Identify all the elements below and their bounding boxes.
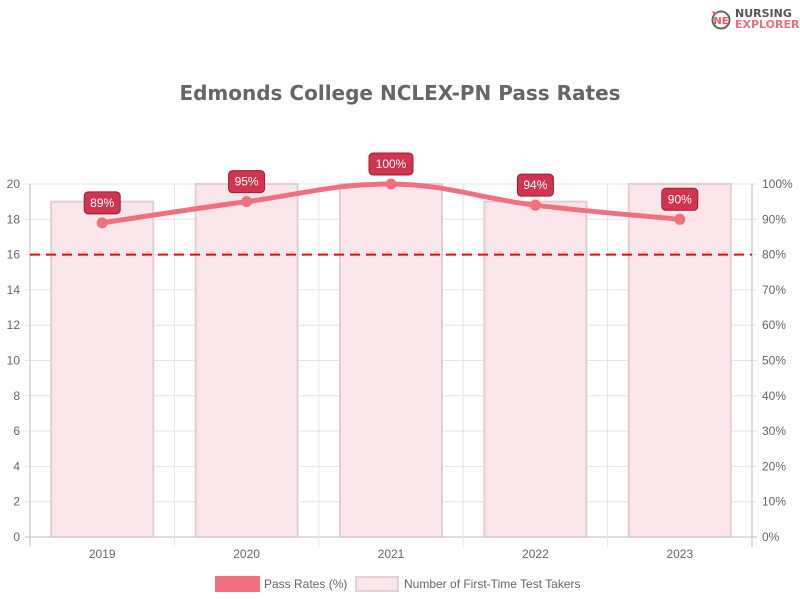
data-label-box	[516, 173, 554, 197]
nursing-explorer-logo: NE NURSING EXPLORER	[710, 8, 799, 30]
right-tick-label: 50%	[762, 354, 786, 368]
left-tick-label: 16	[7, 248, 21, 262]
x-tick-label: 2023	[666, 547, 693, 561]
data-point	[529, 199, 541, 211]
left-tick-label: 2	[13, 495, 20, 509]
right-tick-label: 40%	[762, 389, 786, 403]
bar	[339, 183, 443, 538]
bar	[483, 200, 588, 538]
data-label-box	[83, 191, 121, 215]
logo-line2: EXPLORER	[735, 18, 800, 31]
data-label-box	[368, 152, 414, 176]
legend-swatch-pass-rates	[215, 576, 260, 592]
data-label: 94%	[523, 178, 547, 192]
left-tick-label: 4	[13, 459, 20, 473]
right-tick-label: 60%	[762, 318, 786, 332]
right-tick-label: 90%	[762, 212, 786, 226]
data-label: 95%	[235, 175, 259, 189]
x-tick-label: 2019	[89, 547, 116, 561]
x-tick-label: 2022	[522, 547, 549, 561]
svg-text:NE: NE	[713, 16, 728, 27]
data-label: 100%	[376, 157, 407, 171]
right-tick-label: 100%	[762, 177, 793, 191]
legend-label-pass-rates: Pass Rates (%)	[264, 577, 347, 591]
bar	[50, 200, 155, 538]
left-tick-label: 8	[13, 389, 20, 403]
legend-label-test-takers: Number of First-Time Test Takers	[404, 577, 580, 591]
right-tick-label: 30%	[762, 424, 786, 438]
data-label: 90%	[668, 192, 692, 206]
x-tick-label: 2021	[378, 547, 405, 561]
right-tick-label: 80%	[762, 248, 786, 262]
left-tick-label: 20	[7, 177, 21, 191]
right-tick-label: 10%	[762, 495, 786, 509]
left-tick-label: 12	[7, 318, 21, 332]
legend-swatch-test-takers	[355, 576, 399, 592]
data-point	[674, 213, 686, 225]
logo-line1: NURSING	[735, 7, 792, 20]
data-point	[385, 178, 397, 190]
bar	[194, 183, 299, 538]
left-tick-label: 14	[7, 283, 21, 297]
data-point	[241, 196, 253, 208]
right-tick-label: 20%	[762, 459, 786, 473]
data-point	[96, 217, 108, 229]
data-label: 89%	[90, 196, 114, 210]
x-tick-label: 2020	[233, 547, 260, 561]
logo-icon: NE	[711, 10, 731, 30]
right-tick-label: 70%	[762, 283, 786, 297]
bar	[627, 183, 732, 538]
left-tick-label: 0	[13, 530, 20, 544]
right-tick-label: 0%	[762, 530, 780, 544]
left-tick-label: 18	[7, 212, 21, 226]
data-label-box	[661, 187, 699, 211]
data-label-box	[228, 170, 266, 194]
chart-title: Edmonds College NCLEX-PN Pass Rates	[179, 81, 620, 105]
left-tick-label: 10	[7, 354, 21, 368]
left-tick-label: 6	[13, 424, 20, 438]
